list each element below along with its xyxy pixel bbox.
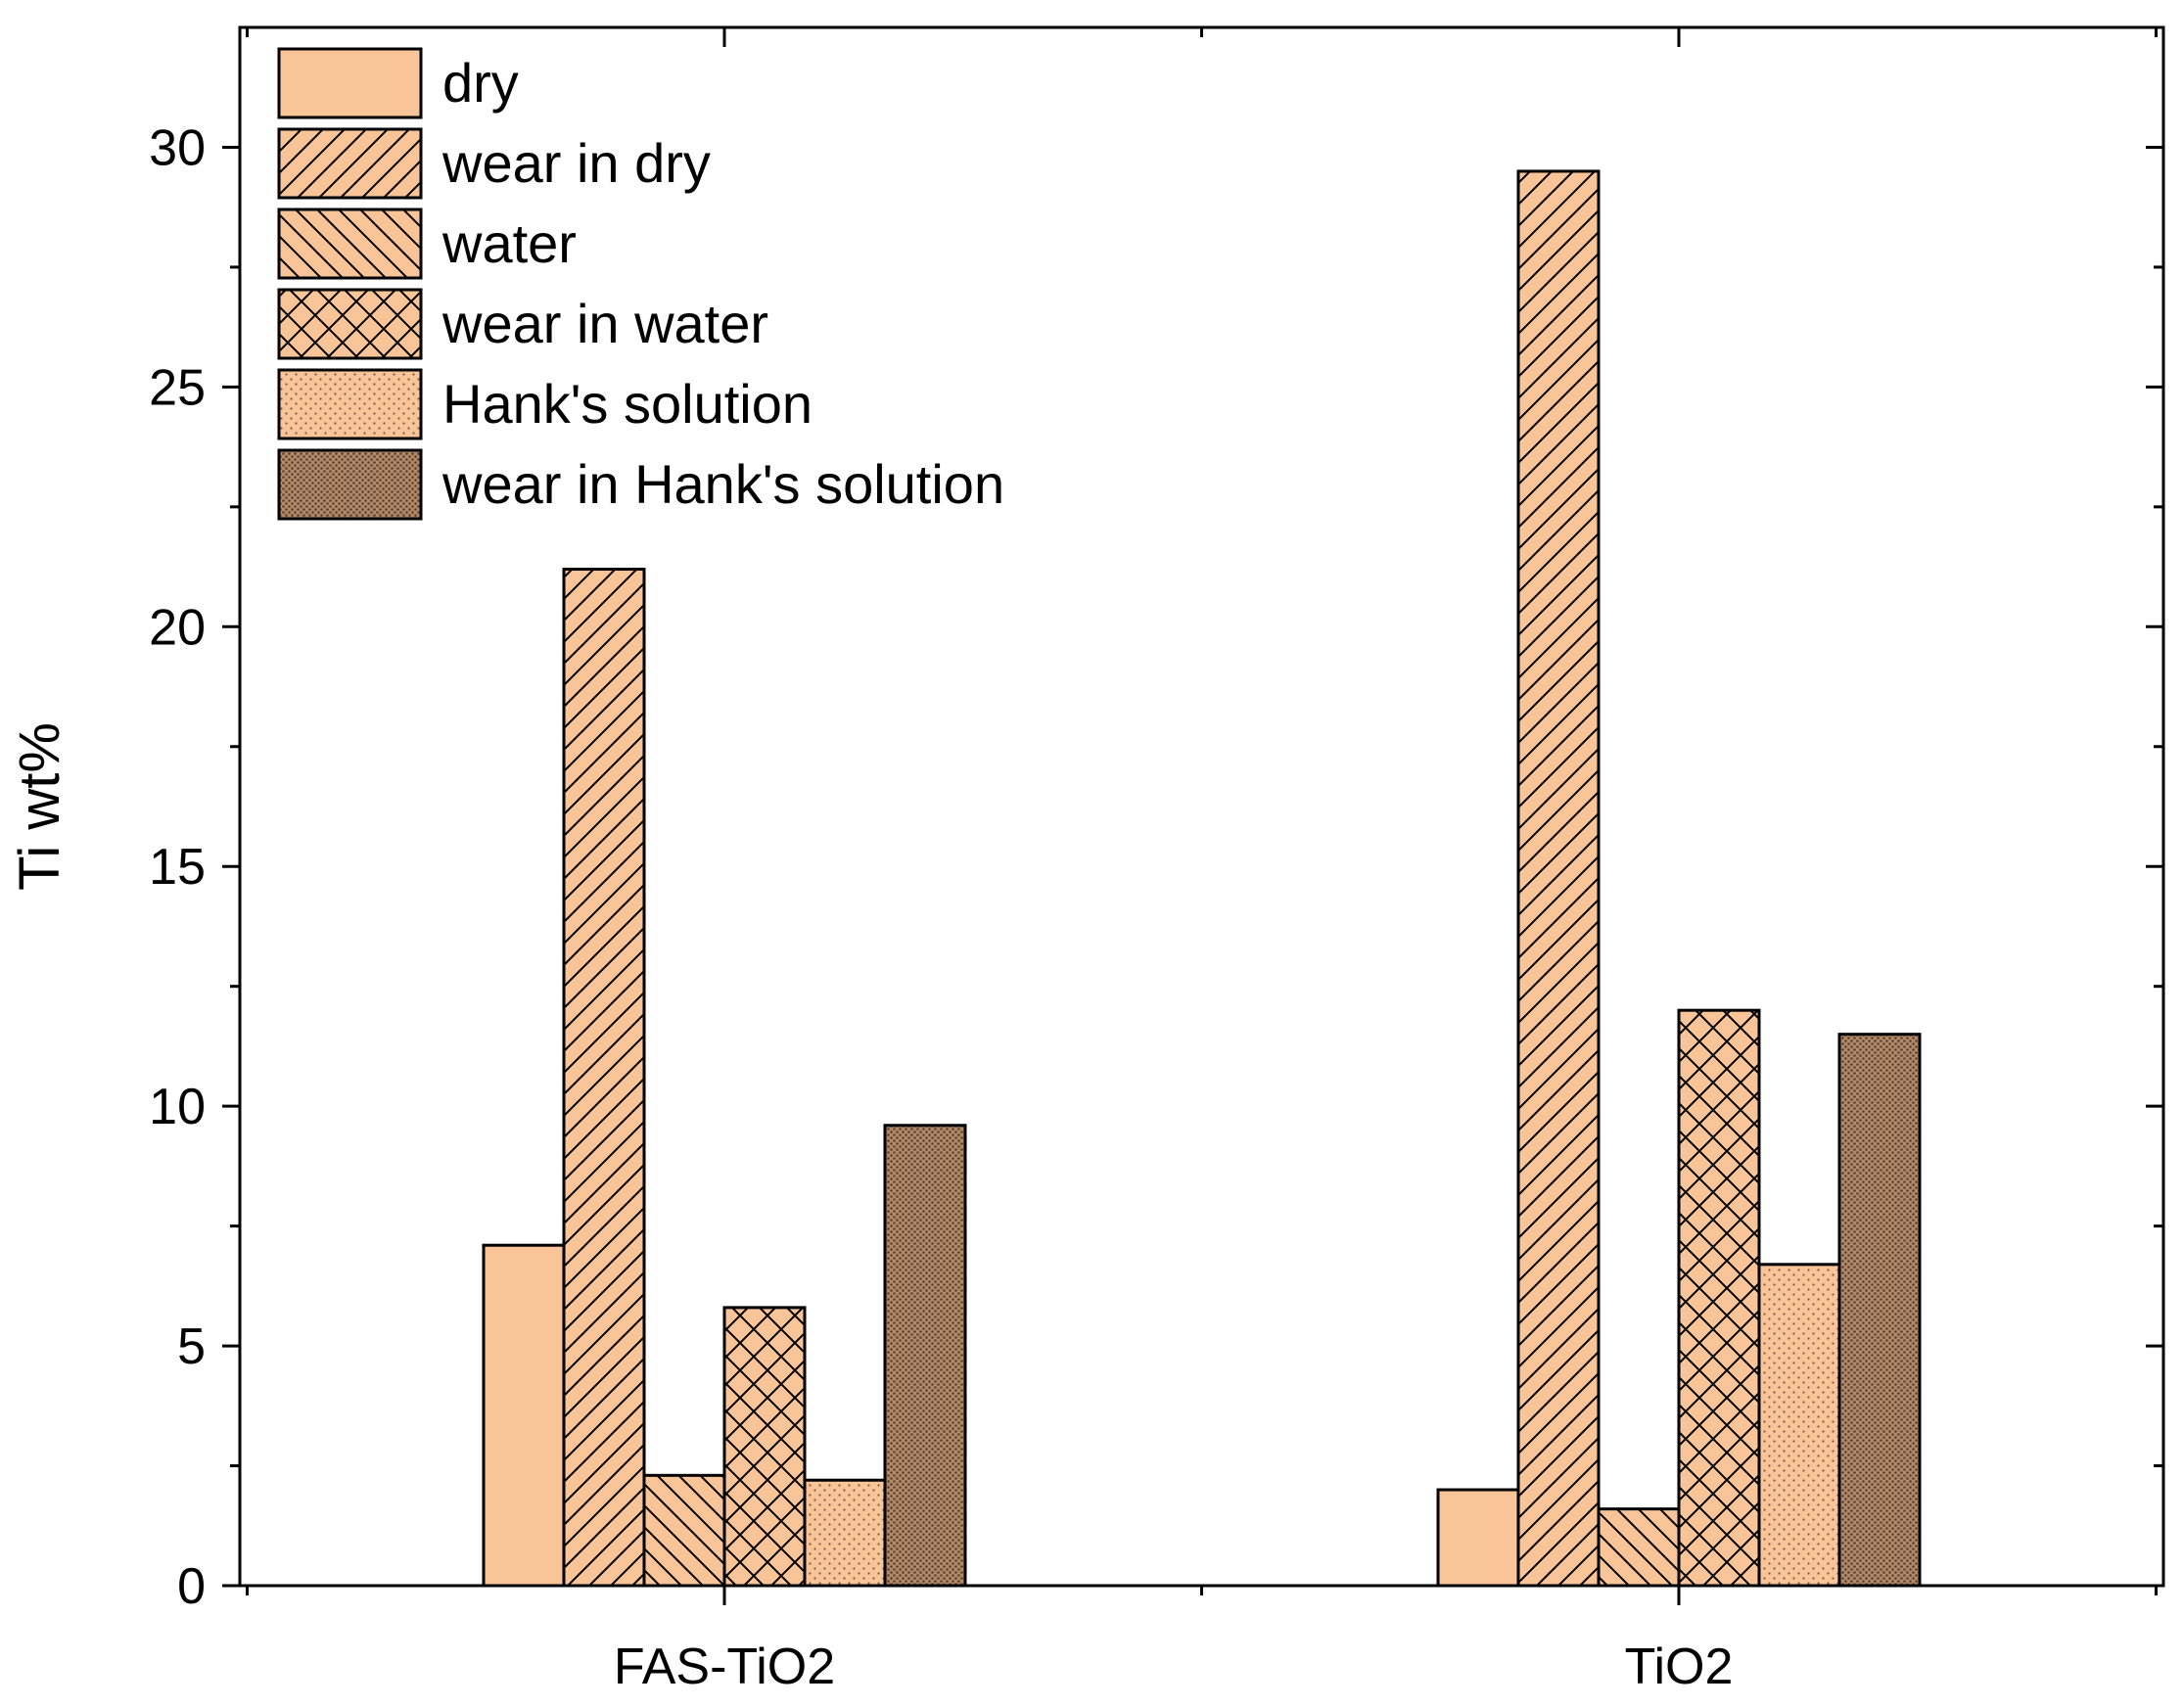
bar-hank-s-solution-tio2 [1757,1263,1841,1588]
bar-wear-in-water-fas-tio2 [722,1306,807,1588]
bar-wear-in-dry-fas-tio2 [562,568,646,1588]
bar-dry-fas-tio2 [482,1243,566,1588]
legend-label-wear-in-water: wear in water [441,293,768,354]
legend-label-wear-in-dry: wear in dry [441,132,711,194]
y-tick-label: 20 [149,599,206,656]
legend-label-water: water [441,212,577,274]
legend-label-wear-in-hank-s-solution: wear in Hank's solution [441,453,1004,515]
y-tick-label: 25 [149,359,206,416]
y-tick-label: 15 [149,839,206,896]
y-tick-label: 30 [149,119,206,176]
bars-layer [482,169,1922,1588]
y-tick-label: 10 [149,1079,206,1135]
legend-swatch-wear-in-dry [277,127,423,200]
bar-wear-in-dry-tio2 [1516,169,1601,1588]
legend-swatch-wear-in-water [277,288,423,360]
bar-wear-in-water-tio2 [1677,1008,1761,1588]
y-axis-label: Ti wt% [8,722,71,891]
y-tick-label: 0 [177,1558,206,1615]
legend-label-hank-s-solution: Hank's solution [442,373,813,435]
legend-swatch-water [277,208,423,280]
legend-swatch-dry [277,47,423,119]
bar-wear-in-hank-s-solution-fas-tio2 [883,1124,967,1588]
y-tick-label: 5 [177,1318,206,1375]
x-tick-label: TiO2 [1625,1639,1734,1695]
x-axis: FAS-TiO2 TiO2 [246,27,2158,1695]
legend-swatch-hank-s-solution [277,368,423,440]
x-tick-label: FAS-TiO2 [614,1639,835,1695]
legend-label-dry: dry [442,52,519,114]
bar-hank-s-solution-fas-tio2 [803,1478,887,1588]
legend: dry wear in dry water wear in water Hank's s… [277,47,1004,521]
bar-water-tio2 [1597,1507,1681,1588]
legend-swatch-wear-in-hank-s-solution [277,448,423,521]
y-axis: 0 5 10 15 20 25 30 [149,119,2163,1615]
bar-wear-in-hank-s-solution-tio2 [1837,1033,1922,1588]
bar-water-fas-tio2 [642,1473,726,1588]
bar-dry-tio2 [1436,1488,1520,1588]
